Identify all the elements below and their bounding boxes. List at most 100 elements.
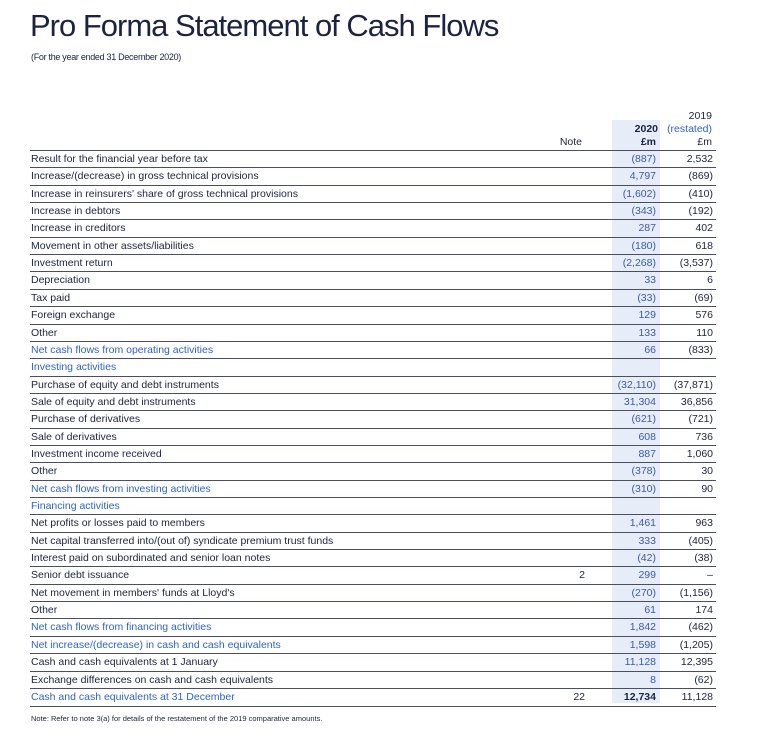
- value-2020: 1,598: [629, 638, 656, 651]
- table-row: Net cash flows from investing activities…: [30, 479, 716, 498]
- table-row: Net increase/(decrease) in cash and cash…: [30, 635, 716, 654]
- row-label: Tax paid: [31, 291, 71, 304]
- value-2019: (62): [694, 673, 713, 686]
- value-2019: (192): [688, 205, 713, 218]
- value-2019: (462): [688, 621, 713, 634]
- value-2020: 1,461: [629, 517, 656, 530]
- row-label: Increase in creditors: [31, 222, 126, 235]
- value-2020: (887): [631, 153, 656, 165]
- value-2019: (833): [688, 343, 713, 356]
- value-2019: (405): [688, 534, 713, 547]
- value-2019: 110: [696, 326, 713, 339]
- value-2020: (32,110): [617, 378, 656, 391]
- value-2019: (1,156): [679, 586, 713, 599]
- row-label: Other: [31, 604, 58, 617]
- value-2020: (42): [637, 552, 656, 565]
- table-row: Other (378) 30: [30, 462, 716, 480]
- row-label: Net profits or losses paid to members: [31, 517, 205, 530]
- row-label: Depreciation: [31, 274, 90, 287]
- table-row: Net cash flows from financing activities…: [30, 618, 716, 636]
- value-2019: –: [707, 569, 713, 582]
- table-row: Increase in reinsurers' share of gross t…: [30, 184, 716, 203]
- value-2019: 2,532: [686, 153, 713, 165]
- value-2019: 36,856: [680, 395, 713, 408]
- table-row: Financing activities: [30, 497, 716, 515]
- row-label: Net cash flows from financing activities: [31, 621, 212, 634]
- value-2020: 33: [644, 274, 656, 287]
- row-label: Senior debt issuance: [31, 569, 130, 582]
- table-row: Purchase of derivatives (621) (721): [30, 410, 716, 428]
- value-2020: 608: [638, 430, 656, 443]
- table-row: Movement in other assets/liabilities (180…: [30, 236, 716, 255]
- value-2020: (270): [631, 586, 656, 599]
- value-2019: 30: [701, 465, 713, 478]
- value-2019: 174: [695, 604, 713, 617]
- row-label: Investment return: [31, 257, 113, 270]
- value-2020: 1,842: [629, 621, 656, 634]
- value-2019: 90: [701, 482, 713, 495]
- row-label: Purchase of derivatives: [31, 413, 141, 426]
- value-2019: (3,537): [679, 257, 713, 270]
- value-2019: (38): [694, 552, 713, 565]
- header-2019: 2019: [688, 110, 712, 122]
- table-row: Investment return (2,268) (3,537): [30, 254, 716, 272]
- value-2020: 299: [638, 569, 656, 582]
- value-2020: 12,734: [623, 690, 656, 703]
- table-row: Increase in creditors 287 402: [30, 219, 716, 237]
- table-row: Interest paid on subordinated and senior…: [30, 549, 716, 567]
- table-row: Increase in debtors (343) (192): [30, 202, 716, 220]
- value-2019: 736: [695, 430, 713, 443]
- header-restated: (restated): [667, 123, 712, 135]
- value-2019: 402: [695, 222, 713, 235]
- table-row: Sale of equity and debt instruments 31,30…: [30, 392, 716, 411]
- table-row: Foreign exchange 129 576: [30, 306, 716, 324]
- row-label: Foreign exchange: [31, 309, 116, 322]
- row-label: Other: [31, 465, 58, 478]
- row-label: Increase/(decrease) in gross technical p…: [31, 170, 259, 183]
- row-label: Net movement in members' funds at Lloyd'…: [31, 586, 235, 599]
- row-label: Net capital transferred into/(out of) sy…: [31, 534, 334, 547]
- value-2020: (343): [631, 205, 656, 218]
- title: Pro Forma Statement of Cash Flows: [30, 8, 499, 43]
- row-label: Increase in debtors: [31, 205, 121, 218]
- note-ref: 2: [579, 569, 585, 582]
- value-2019: 11,128: [681, 690, 713, 703]
- value-2020: 11,128: [624, 656, 656, 669]
- value-2019: (1,205): [679, 638, 713, 651]
- value-2019: 12,395: [680, 656, 713, 669]
- row-label: Purchase of equity and debt instruments: [31, 378, 219, 391]
- table-row: Investment income received 887 1,060: [30, 444, 716, 463]
- subtitle: (For the year ended 31 December 2020): [31, 52, 181, 62]
- value-2019: (721): [688, 413, 713, 426]
- table-row: Result for the financial year before tax…: [30, 150, 716, 168]
- row-label: Exchange differences on cash and cash eq…: [31, 673, 274, 686]
- table-row: Cash and cash equivalents at 1 January 11…: [30, 653, 716, 671]
- value-2020: (1,602): [622, 187, 656, 200]
- value-2019: (37,871): [673, 378, 713, 391]
- row-label: Financing activities: [31, 500, 120, 512]
- value-2020: 287: [638, 222, 656, 235]
- row-label: Cash and cash equivalents at 1 January: [31, 656, 218, 669]
- value-2020: (33): [637, 291, 656, 304]
- value-2019: 6: [707, 274, 713, 287]
- table-row: Increase/(decrease) in gross technical p…: [30, 167, 716, 185]
- value-2019: (869): [688, 170, 713, 183]
- row-label: Sale of equity and debt instruments: [31, 395, 196, 408]
- value-2020: 61: [644, 604, 656, 617]
- row-label: Interest paid on subordinated and senior…: [31, 552, 271, 565]
- row-label: Investment income received: [31, 447, 162, 460]
- row-label: Investing activities: [31, 361, 117, 374]
- header-unit-2019: £m: [697, 136, 712, 148]
- table-row: Tax paid (33) (69): [30, 288, 716, 307]
- row-label: Cash and cash equivalents at 31 December: [31, 690, 235, 703]
- value-2020: 133: [638, 326, 656, 339]
- header-2020: 2020: [634, 123, 658, 135]
- row-label: Increase in reinsurers' share of gross t…: [31, 187, 298, 200]
- table-row: Other 61 174: [30, 601, 716, 619]
- table-row: Senior debt issuance 2 299 –: [30, 566, 716, 584]
- table-row: Net cash flows from operating activities…: [30, 340, 716, 359]
- value-2019: (69): [694, 291, 713, 304]
- row-label: Other: [31, 326, 58, 339]
- table-row: Net profits or losses paid to members 1,4…: [30, 514, 716, 532]
